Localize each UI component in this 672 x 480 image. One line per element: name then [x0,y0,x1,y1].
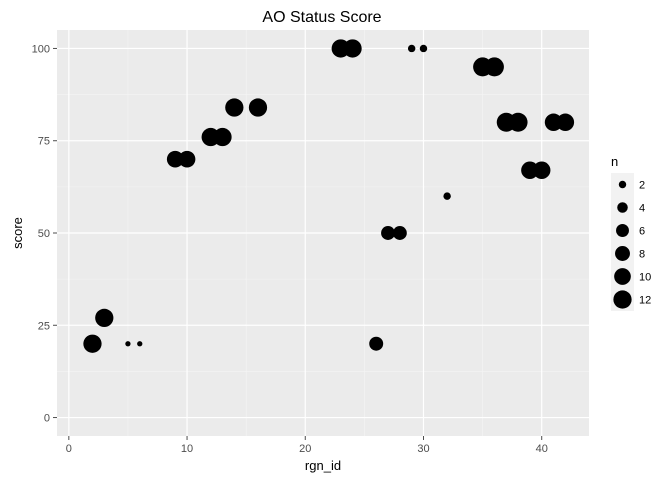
data-point [166,150,184,168]
y-axis: 0 25 50 75 100 [32,43,57,425]
legend-key-symbol [616,224,629,237]
data-point [381,226,395,240]
x-axis: 0 10 20 30 40 [66,436,548,455]
data-point [125,341,131,347]
x-tick-label: 10 [181,443,193,455]
legend-keys: 2 4 6 8 10 12 [611,173,651,311]
data-point [248,98,268,117]
chart-title: AO Status Score [262,9,381,26]
legend-entry-label: 10 [639,272,651,284]
x-tick-label: 30 [417,443,429,455]
data-point [484,57,504,77]
legend-entry-label: 6 [639,226,645,238]
grid-major [57,30,589,436]
y-tick-label: 50 [38,228,50,240]
data-point [419,44,428,53]
data-point [443,192,451,200]
plot-area [57,30,589,436]
data-point [532,161,551,179]
data-point [137,341,143,347]
legend-key-symbol [618,180,627,189]
x-tick-label: 20 [299,443,311,455]
legend-entry-label: 12 [639,295,651,307]
x-tick-label: 40 [536,443,548,455]
y-tick-label: 75 [38,136,50,148]
data-point [556,113,575,132]
legend-key-symbol [614,268,631,285]
data-point [213,127,232,147]
size-legend: n 2 4 6 8 10 12 [611,154,651,311]
data-point [95,308,114,328]
data-point [225,98,244,117]
data-point [178,150,196,168]
legend-key-symbol [613,290,632,309]
y-tick-label: 0 [44,413,50,425]
legend-key-symbol [615,246,630,261]
legend-title: n [611,154,618,169]
data-point [392,226,407,240]
data-point [343,39,362,58]
x-tick-label: 0 [66,443,72,455]
y-tick-label: 25 [38,320,50,332]
y-axis-title: score [10,217,25,249]
x-axis-title: rgn_id [305,458,341,473]
data-points [83,39,575,353]
legend-entry-label: 8 [639,249,645,261]
y-tick-label: 100 [32,43,50,55]
data-point [508,112,528,132]
legend-key-symbol [617,202,628,213]
data-point [369,336,384,351]
legend-entry-label: 4 [639,203,645,215]
legend-entry-label: 2 [639,180,645,192]
data-point [407,44,416,53]
data-point [83,334,102,353]
